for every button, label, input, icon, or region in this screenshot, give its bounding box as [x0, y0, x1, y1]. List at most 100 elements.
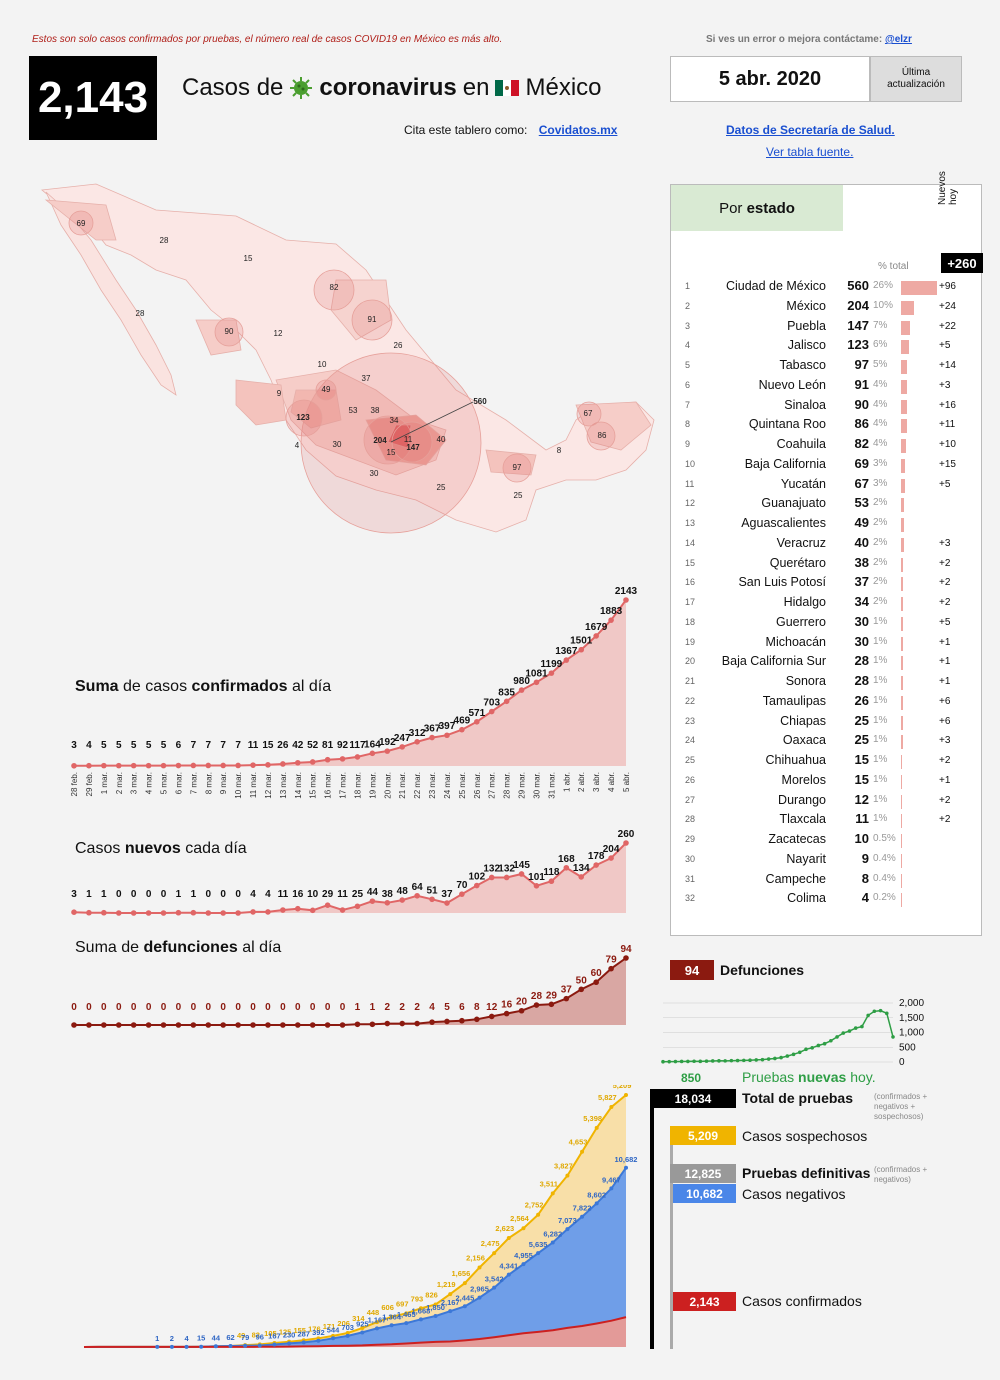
state-name: Baja California [744, 456, 826, 471]
state-name: Michoacán [765, 634, 826, 649]
state-bar [901, 794, 902, 809]
negative-data-label: 5,635 [529, 1240, 548, 1249]
daily-point [578, 874, 585, 880]
state-name: Zacatecas [768, 832, 826, 846]
cumulative-data-label: 7 [191, 740, 197, 751]
pct-total-header: % total [878, 261, 909, 272]
sparkline-y-tick: 1,000 [899, 1028, 924, 1039]
page-title: Casos de coronavirus en México [182, 74, 602, 102]
table-link[interactable]: Ver tabla fuente. [766, 145, 854, 159]
daily-data-label: 29 [322, 889, 334, 900]
state-rank: 29 [685, 834, 696, 844]
negative-point [418, 1317, 423, 1322]
negative-point [462, 1304, 467, 1309]
definitive-note: (confirmados + negativos) [874, 1165, 928, 1184]
state-pct: 1% [873, 635, 888, 647]
negative-data-label: 1,364 [382, 1312, 402, 1321]
source-link[interactable]: Datos de Secretaría de Salud. [726, 123, 895, 137]
state-name: Campeche [765, 871, 826, 886]
daily-title-strong: nuevos [124, 840, 181, 857]
deaths-point [86, 1022, 92, 1028]
daily-chart-title: Casos nuevos cada día [75, 840, 247, 858]
state-rank: 23 [685, 715, 696, 726]
cumulative-point [548, 670, 555, 676]
state-name: Coahuila [776, 437, 826, 451]
state-pct: 2% [873, 596, 888, 607]
deaths-point [623, 955, 629, 961]
daily-data-label: 10 [307, 889, 319, 900]
state-new: +2 [939, 814, 951, 826]
cumulative-point [518, 687, 525, 693]
negative-point [287, 1341, 292, 1346]
total-tests-label: Total de pruebas [742, 1090, 853, 1106]
state-rank: 24 [685, 735, 696, 746]
deaths-point [533, 1002, 540, 1008]
cumulative-data-label: 312 [409, 728, 426, 739]
contact-link[interactable]: @elzr [884, 34, 912, 45]
deaths-point [205, 1022, 212, 1028]
x-tick-label: 14 mar. [294, 772, 303, 799]
daily-point [593, 862, 599, 868]
daily-point [280, 907, 286, 913]
cumulative-point [369, 750, 376, 757]
deaths-point [384, 1020, 391, 1027]
daily-point [339, 907, 346, 913]
x-tick-label: 31 mar. [547, 772, 556, 799]
daily-data-label: 25 [352, 889, 364, 900]
cumulative-data-label: 52 [307, 740, 319, 751]
state-pct: 1% [873, 675, 888, 686]
state-rank: 32 [685, 893, 696, 904]
state-cases: 25 [854, 732, 869, 748]
daily-data-label: 1 [101, 889, 107, 900]
negative-point [521, 1262, 526, 1267]
deaths-label: Defunciones [720, 962, 805, 978]
daily-point [220, 910, 226, 916]
cumulative-data-label: 5 [146, 740, 152, 751]
map-label: 12 [274, 329, 283, 338]
state-cases: 28 [854, 653, 869, 669]
state-cases: 97 [854, 357, 869, 372]
state-pct: 26% [873, 280, 894, 291]
state-name: Sonora [785, 674, 826, 688]
daily-point [160, 910, 167, 916]
x-tick-label: 10 mar. [234, 772, 243, 799]
negative-data-label: 1,850 [426, 1303, 445, 1312]
deaths-data-label: 0 [250, 1002, 256, 1013]
tests-sparkline: 2,000 1,500 1,000 500 0 [661, 998, 924, 1068]
state-rank: 6 [685, 379, 691, 390]
state-bar [901, 774, 902, 789]
cumulative-point [488, 708, 495, 715]
negative-data-label: 1,668 [412, 1306, 431, 1315]
state-cases: 53 [854, 495, 869, 511]
state-pct: 0.5% [873, 833, 896, 844]
new-tests-label-pre: Pruebas [742, 1069, 795, 1085]
map-label: 30 [370, 469, 379, 478]
cite-link[interactable]: Covidatos.mx [538, 123, 618, 137]
x-tick-label: 3 abr. [592, 772, 601, 792]
x-tick-label: 11 mar. [249, 772, 258, 798]
state-cases: 82 [854, 436, 869, 451]
x-tick-label: 4 abr. [607, 772, 616, 792]
cumulative-data-label: 164 [364, 739, 381, 750]
total-tests-bar [650, 1089, 654, 1349]
negative-data-label: 2,445 [455, 1293, 474, 1302]
negative-data-label: 167 [268, 1331, 281, 1340]
daily-data-label: 70 [456, 880, 468, 891]
state-pct: 1% [873, 615, 888, 627]
cumulative-data-label: 26 [277, 740, 289, 751]
state-rank: 16 [685, 577, 696, 588]
deaths-point [608, 965, 614, 972]
daily-point [429, 896, 435, 903]
state-name: México [786, 298, 826, 313]
daily-point [115, 910, 122, 916]
negative-point [301, 1340, 306, 1345]
new-tests-label-strong: nuevas [798, 1069, 847, 1085]
x-tick-label: 15 mar. [309, 772, 318, 799]
state-pct: 1% [873, 793, 888, 805]
deaths-data-label: 2 [414, 1002, 420, 1013]
suspect-data-label: 2,564 [510, 1214, 530, 1223]
negative-data-label: 2,167 [441, 1298, 460, 1307]
daily-data-label: 145 [513, 860, 530, 871]
state-cases: 15 [854, 752, 869, 767]
